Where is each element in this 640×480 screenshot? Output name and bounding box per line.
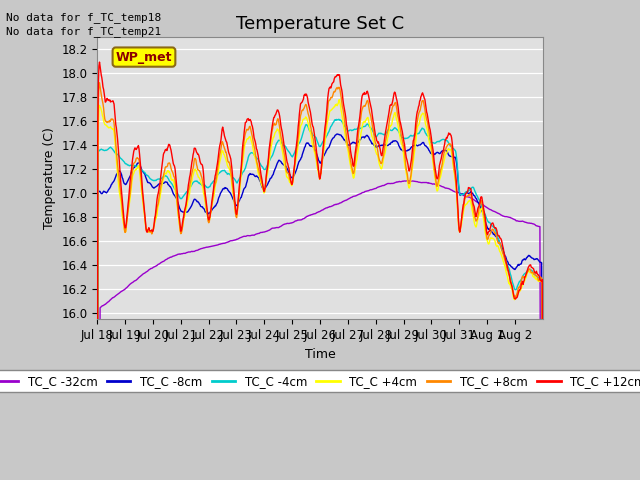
- Legend: TC_C -32cm, TC_C -8cm, TC_C -4cm, TC_C +4cm, TC_C +8cm, TC_C +12cm: TC_C -32cm, TC_C -8cm, TC_C -4cm, TC_C +…: [0, 370, 640, 393]
- Text: No data for f_TC_temp21: No data for f_TC_temp21: [6, 26, 162, 37]
- Title: Temperature Set C: Temperature Set C: [236, 15, 404, 33]
- Text: WP_met: WP_met: [116, 50, 172, 63]
- X-axis label: Time: Time: [305, 348, 335, 360]
- Y-axis label: Temperature (C): Temperature (C): [43, 127, 56, 229]
- Text: No data for f_TC_temp18: No data for f_TC_temp18: [6, 12, 162, 23]
